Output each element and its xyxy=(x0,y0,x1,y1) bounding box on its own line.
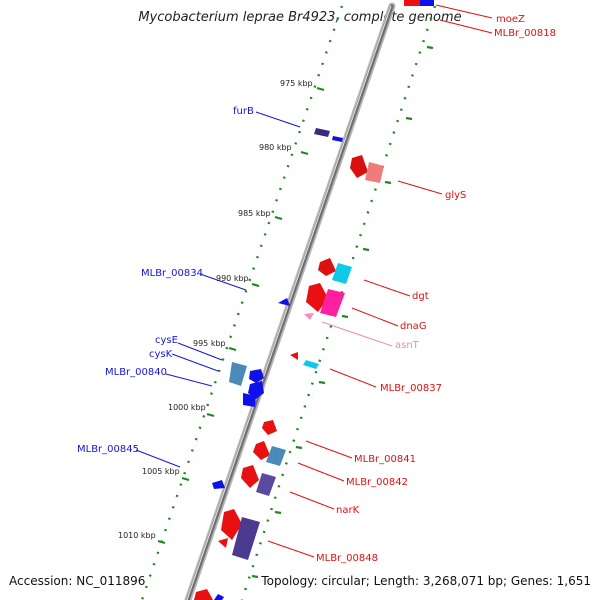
gene-block-mlbr00845[interactable] xyxy=(212,480,225,489)
gene-label-cysk[interactable]: cysK xyxy=(149,349,173,360)
gene-label-glys[interactable]: glyS xyxy=(445,190,466,201)
gene-block-cyse[interactable] xyxy=(249,369,264,383)
gene-label-furb[interactable]: furB xyxy=(233,106,254,117)
gene-block-glys-2[interactable] xyxy=(365,162,384,183)
gene-label-mlbr00837[interactable]: MLBr_00837 xyxy=(380,383,442,394)
genome-summary: Topology: circular; Length: 3,268,071 bp… xyxy=(261,574,591,588)
forward-genes xyxy=(194,0,420,600)
gene-label-cyse[interactable]: cysE xyxy=(155,335,178,346)
gene-label-dnag[interactable]: dnaG xyxy=(400,321,427,332)
gene-block-mlbr00848[interactable] xyxy=(232,517,260,560)
gene-block-red-420[interactable] xyxy=(262,420,277,435)
scale-label-1010: 1010 kbp xyxy=(118,531,156,540)
gene-label-nark[interactable]: narK xyxy=(336,505,360,516)
scale-label-995: 995 kbp xyxy=(193,339,226,348)
gene-block-mlbr00842-2[interactable] xyxy=(256,473,276,496)
gene-label-mlbr00848[interactable]: MLBr_00848 xyxy=(316,553,378,564)
gene-label-mlbr00842[interactable]: MLBr_00842 xyxy=(346,477,408,488)
gene-block-nark[interactable] xyxy=(221,509,242,540)
inner-dot-rail xyxy=(140,5,344,600)
gene-block-furb[interactable] xyxy=(314,128,330,137)
gene-block-glys[interactable] xyxy=(350,155,368,178)
gene-block-mlbr00840[interactable] xyxy=(248,381,264,399)
gene-block-bottom-blue[interactable] xyxy=(214,594,224,600)
scale-label-980: 980 kbp xyxy=(259,143,292,152)
gene-block-furb-2[interactable] xyxy=(332,136,343,142)
map-title: Mycobacterium leprae Br4923, complete ge… xyxy=(138,10,462,25)
gene-label-dgt[interactable]: dgt xyxy=(412,291,429,302)
gene-label-mlbr00834[interactable]: MLBr_00834 xyxy=(141,268,203,279)
gene-block-mlbr00837-2[interactable] xyxy=(303,360,319,369)
gene-block-dgt-2[interactable] xyxy=(332,263,352,284)
genome-backbone xyxy=(184,2,396,600)
label-leaders xyxy=(135,4,493,558)
scale-label-1000: 1000 kbp xyxy=(168,403,206,412)
gene-label-mlbr00818[interactable]: MLBr_00818 xyxy=(494,28,556,39)
gene-block-nark-small[interactable] xyxy=(218,538,228,548)
gene-label-mlbr00845[interactable]: MLBr_00845 xyxy=(77,444,139,455)
gene-block-mlbr00842[interactable] xyxy=(241,465,259,488)
gene-label-mlbr00840[interactable]: MLBr_00840 xyxy=(105,367,167,378)
gene-block-mlbr00837[interactable] xyxy=(290,352,298,360)
gene-block-mlbr00841[interactable] xyxy=(253,441,270,460)
scale-label-990: 990 kbp xyxy=(216,274,249,283)
gene-block-bottom[interactable] xyxy=(194,589,213,600)
gene-label-moez[interactable]: moeZ xyxy=(496,14,525,25)
gene-block-mlbr00834[interactable] xyxy=(278,298,290,306)
gene-block-asnt[interactable] xyxy=(304,313,314,320)
scale-label-1005: 1005 kbp xyxy=(142,467,180,476)
scale-label-975: 975 kbp xyxy=(280,79,313,88)
gene-block-dgt[interactable] xyxy=(318,258,336,276)
accession-label: Accession: NC_011896 xyxy=(9,574,146,588)
gene-block-dnag[interactable] xyxy=(306,283,328,312)
scale-ticks xyxy=(157,86,325,545)
gene-block-mlbr00841-2[interactable] xyxy=(266,446,286,466)
gene-block-cysk[interactable] xyxy=(229,362,247,386)
gene-block-moez[interactable] xyxy=(404,0,420,6)
gene-label-mlbr00841[interactable]: MLBr_00841 xyxy=(354,454,416,465)
scale-label-985: 985 kbp xyxy=(238,209,271,218)
gene-label-asnt[interactable]: asnT xyxy=(395,340,420,351)
gene-block-dnag-2[interactable] xyxy=(320,289,345,317)
outer-rail-dashes xyxy=(251,45,434,579)
gene-block-moez-blue[interactable] xyxy=(420,0,434,6)
gene-block-mlbr00840-2[interactable] xyxy=(243,393,256,407)
reverse-genes xyxy=(212,0,434,600)
